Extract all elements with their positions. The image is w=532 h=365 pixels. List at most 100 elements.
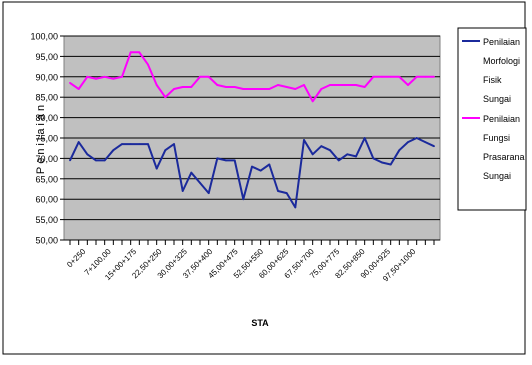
data-point bbox=[181, 86, 184, 88]
legend-label: Sungai bbox=[483, 94, 511, 104]
data-point bbox=[424, 75, 427, 78]
data-point bbox=[363, 137, 366, 139]
legend: Penilaian Morfologi Fisik Sungai Penilaian Fu… bbox=[457, 27, 527, 211]
data-point bbox=[138, 143, 141, 146]
data-point bbox=[355, 155, 357, 158]
data-point bbox=[173, 143, 175, 146]
data-point bbox=[147, 63, 149, 66]
data-point bbox=[251, 88, 253, 90]
data-point bbox=[320, 88, 323, 90]
data-point bbox=[355, 84, 357, 86]
data-point bbox=[95, 77, 97, 80]
data-point bbox=[242, 88, 245, 90]
data-point bbox=[398, 149, 401, 152]
y-tick-label: 70,00 bbox=[35, 154, 58, 164]
y-axis-ticks: 100,00 95,00 90,00 85,00 80,00 75,00 70,00 65,0… bbox=[30, 32, 64, 246]
data-point bbox=[103, 159, 106, 162]
data-point bbox=[389, 163, 392, 166]
data-point bbox=[225, 86, 227, 88]
data-point bbox=[69, 159, 71, 162]
data-point bbox=[216, 157, 219, 160]
data-point bbox=[225, 159, 227, 162]
data-point bbox=[398, 75, 401, 78]
data-point bbox=[86, 153, 89, 156]
data-point bbox=[129, 143, 132, 146]
y-tick-label: 55,00 bbox=[35, 215, 58, 225]
data-point bbox=[389, 75, 392, 78]
data-point bbox=[129, 51, 132, 54]
y-tick-label: 95,00 bbox=[35, 52, 58, 62]
data-point bbox=[164, 149, 167, 152]
data-point bbox=[337, 159, 340, 162]
data-point bbox=[242, 198, 245, 201]
data-point bbox=[381, 75, 383, 78]
data-point bbox=[199, 75, 201, 78]
data-point bbox=[329, 149, 331, 152]
data-point bbox=[329, 84, 331, 86]
data-point bbox=[407, 141, 409, 144]
legend-label: Fungsi bbox=[483, 133, 510, 143]
data-point bbox=[95, 159, 97, 162]
data-point bbox=[407, 84, 409, 86]
data-point bbox=[346, 84, 349, 86]
legend-label: Prasarana bbox=[483, 152, 525, 162]
data-point bbox=[77, 88, 80, 90]
y-tick-label: 85,00 bbox=[35, 93, 58, 103]
data-point bbox=[372, 157, 375, 160]
y-tick-label: 80,00 bbox=[35, 113, 58, 123]
data-point bbox=[181, 190, 184, 192]
data-point bbox=[173, 88, 175, 90]
data-point bbox=[147, 143, 149, 146]
y-tick-label: 75,00 bbox=[35, 134, 58, 144]
legend-label: Fisik bbox=[483, 75, 502, 85]
data-point bbox=[121, 75, 123, 78]
data-point bbox=[433, 145, 435, 148]
x-axis-label: STA bbox=[251, 318, 269, 328]
data-point bbox=[311, 100, 314, 103]
data-point bbox=[121, 143, 123, 146]
data-point bbox=[259, 88, 262, 90]
legend-label: Penilaian bbox=[483, 114, 520, 124]
y-tick-label: 100,00 bbox=[30, 32, 58, 42]
data-point bbox=[268, 163, 271, 166]
y-tick-label: 60,00 bbox=[35, 195, 58, 205]
data-point bbox=[112, 77, 115, 80]
data-point bbox=[155, 167, 158, 170]
data-point bbox=[199, 182, 201, 184]
y-tick-label: 90,00 bbox=[35, 72, 58, 82]
data-point bbox=[372, 75, 375, 78]
data-point bbox=[303, 84, 305, 86]
data-point bbox=[77, 141, 80, 144]
data-point bbox=[86, 75, 89, 78]
data-point bbox=[303, 139, 305, 141]
data-point bbox=[112, 149, 115, 152]
data-point bbox=[69, 82, 71, 84]
data-point bbox=[363, 86, 366, 88]
legend-label: Morfologi bbox=[483, 56, 520, 66]
data-point bbox=[277, 84, 279, 86]
legend-label: Penilaian bbox=[483, 37, 520, 47]
gridlines bbox=[64, 35, 440, 241]
y-axis-label: Penilaian bbox=[35, 102, 47, 174]
data-point bbox=[294, 88, 297, 90]
data-point bbox=[233, 159, 236, 162]
data-point bbox=[294, 206, 297, 209]
data-point bbox=[103, 75, 106, 78]
data-point bbox=[207, 75, 210, 78]
y-tick-label: 65,00 bbox=[35, 174, 58, 184]
data-point bbox=[251, 165, 253, 168]
data-point bbox=[233, 86, 236, 88]
data-point bbox=[138, 51, 141, 54]
data-point bbox=[415, 137, 418, 139]
data-point bbox=[433, 75, 435, 78]
data-point bbox=[190, 171, 193, 174]
data-point bbox=[155, 84, 158, 86]
data-point bbox=[424, 141, 427, 144]
data-point bbox=[311, 153, 314, 156]
data-point bbox=[285, 192, 288, 195]
data-point bbox=[337, 84, 340, 86]
data-point bbox=[415, 75, 418, 78]
data-point bbox=[285, 86, 288, 88]
